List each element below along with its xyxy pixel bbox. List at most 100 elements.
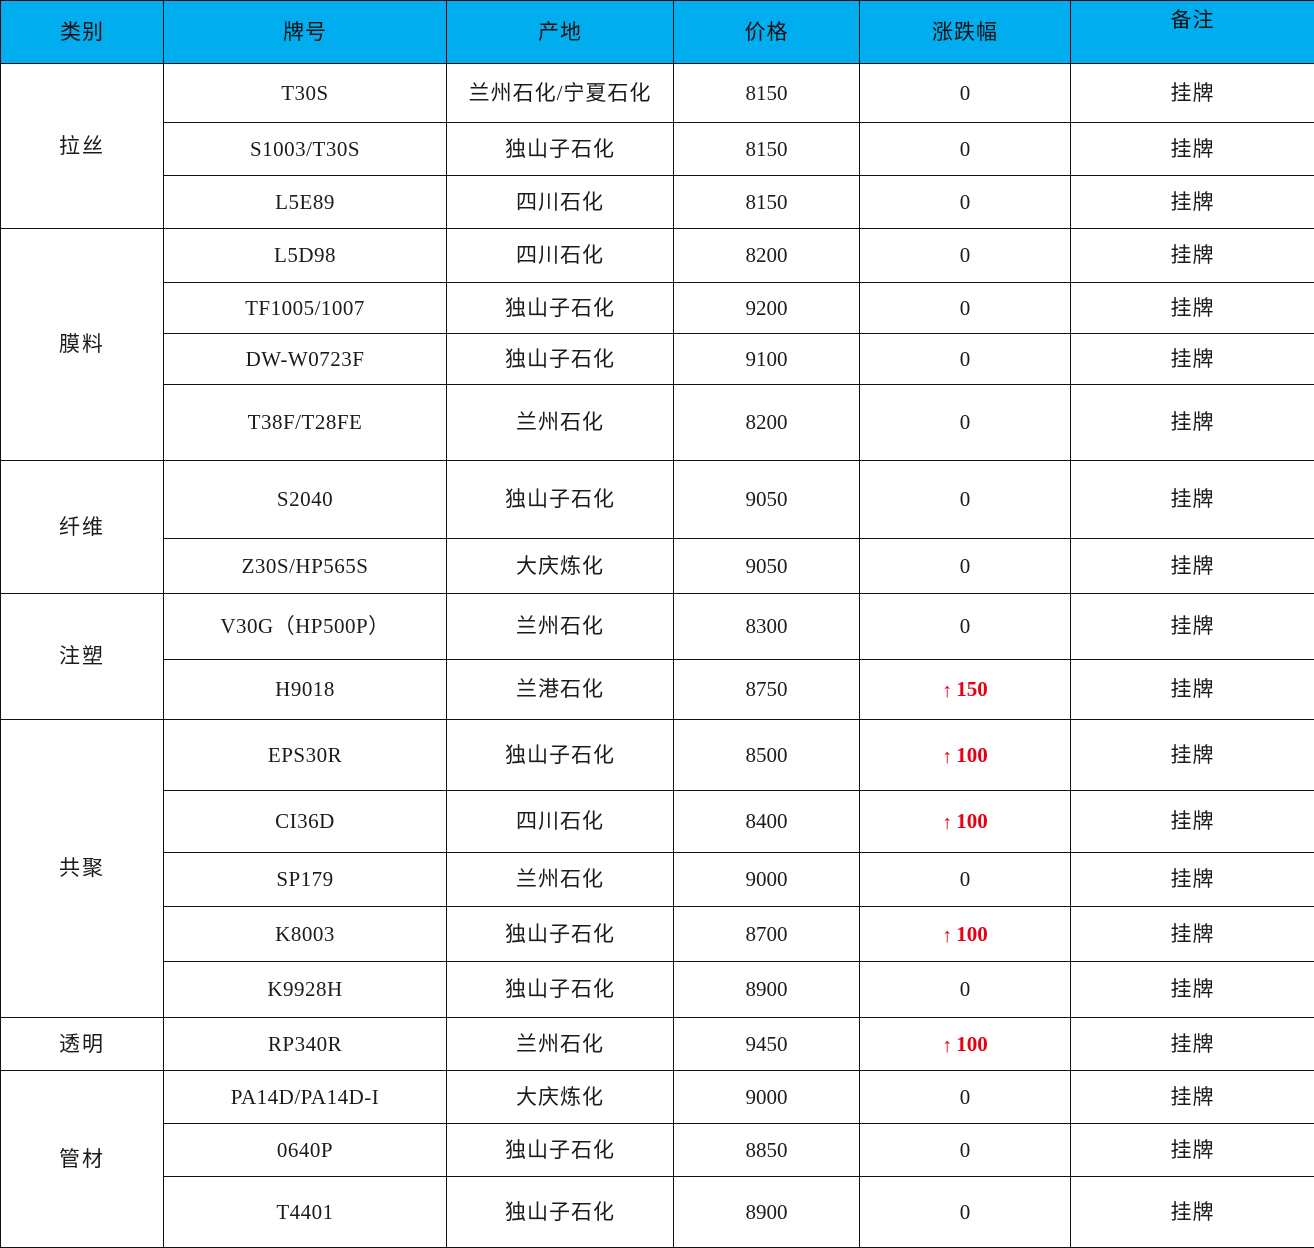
column-header-grade: 牌号: [163, 0, 447, 64]
table-row: 纤维 S2040 独山子石化 9050 0 挂牌: [0, 460, 1314, 594]
price-cell: 9050: [673, 460, 860, 539]
origin-cell: 独山子石化: [446, 961, 674, 1018]
remark-cell: 挂牌: [1070, 460, 1314, 539]
price-cell: 8900: [673, 961, 860, 1018]
grade-cell: SP179: [163, 852, 447, 907]
category-cell: 膜料: [0, 228, 164, 461]
origin-cell: 四川石化: [446, 228, 674, 283]
remark-cell: 挂牌: [1070, 538, 1314, 594]
table-row: DW-W0723F 独山子石化 9100 0 挂牌: [1, 333, 1314, 385]
column-header-origin: 产地: [446, 0, 674, 64]
change-cell: ↑ 100: [859, 1017, 1071, 1071]
price-cell: 8150: [673, 122, 860, 176]
grade-cell: PA14D/PA14D-I: [163, 1070, 447, 1124]
price-cell: 9050: [673, 538, 860, 594]
remark-cell: 挂牌: [1070, 1017, 1314, 1071]
table-row: K8003 独山子石化 8700 ↑ 100 挂牌: [1, 906, 1314, 962]
price-cell: 8300: [673, 593, 860, 660]
table-row: L5E89 四川石化 8150 0 挂牌: [1, 175, 1314, 229]
origin-cell: 兰州石化: [446, 1017, 674, 1071]
price-cell: 8850: [673, 1123, 860, 1177]
change-value: 100: [956, 921, 988, 946]
grade-cell: S1003/T30S: [163, 122, 447, 176]
remark-cell: 挂牌: [1070, 961, 1314, 1018]
change-cell: 0: [859, 63, 1071, 123]
table-row: 0640P 独山子石化 8850 0 挂牌: [1, 1123, 1314, 1177]
grade-cell: RP340R: [163, 1017, 447, 1071]
table-row: 拉丝 T30S 兰州石化/宁夏石化 8150 0 挂牌: [0, 63, 1314, 229]
change-cell: 0: [859, 384, 1071, 461]
remark-cell: 挂牌: [1070, 122, 1314, 176]
origin-cell: 大庆炼化: [446, 1070, 674, 1124]
origin-cell: 独山子石化: [446, 122, 674, 176]
price-cell: 9000: [673, 1070, 860, 1124]
category-cell: 管材: [0, 1070, 164, 1248]
price-cell: 8750: [673, 659, 860, 720]
origin-cell: 独山子石化: [446, 1123, 674, 1177]
grade-cell: S2040: [163, 460, 447, 539]
price-cell: 8900: [673, 1176, 860, 1248]
origin-cell: 独山子石化: [446, 460, 674, 539]
origin-cell: 四川石化: [446, 790, 674, 853]
change-cell: ↑ 100: [859, 906, 1071, 962]
remark-cell: 挂牌: [1070, 333, 1314, 385]
category-cell: 共聚: [0, 719, 164, 1018]
column-header-change: 涨跌幅: [859, 0, 1071, 64]
remark-cell: 挂牌: [1070, 593, 1314, 660]
change-cell: 0: [859, 175, 1071, 229]
grade-cell: 0640P: [163, 1123, 447, 1177]
remark-cell: 挂牌: [1070, 790, 1314, 853]
change-cell: 0: [859, 538, 1071, 594]
change-cell: 0: [859, 460, 1071, 539]
category-cell: 拉丝: [0, 63, 164, 229]
remark-cell: 挂牌: [1070, 1070, 1314, 1124]
price-cell: 9450: [673, 1017, 860, 1071]
change-cell: ↑ 150: [859, 659, 1071, 720]
price-cell: 8200: [673, 228, 860, 283]
grade-cell: L5D98: [163, 228, 447, 283]
table-row: K9928H 独山子石化 8900 0 挂牌: [1, 961, 1314, 1018]
change-cell: 0: [859, 1123, 1071, 1177]
change-cell: 0: [859, 333, 1071, 385]
table-row: T4401 独山子石化 8900 0 挂牌: [1, 1176, 1314, 1248]
category-cell: 注塑: [0, 593, 164, 720]
remark-cell: 挂牌: [1070, 1123, 1314, 1177]
table-row: T38F/T28FE 兰州石化 8200 0 挂牌: [1, 384, 1314, 461]
table-row: SP179 兰州石化 9000 0 挂牌: [1, 852, 1314, 907]
change-cell: 0: [859, 1070, 1071, 1124]
origin-cell: 兰州石化: [446, 852, 674, 907]
origin-cell: 兰港石化: [446, 659, 674, 720]
table-row: 透明 RP340R 兰州石化 9450 ↑ 100 挂牌: [0, 1017, 1314, 1071]
change-cell: 0: [859, 282, 1071, 334]
price-cell: 8400: [673, 790, 860, 853]
origin-cell: 独山子石化: [446, 282, 674, 334]
grade-cell: V30G（HP500P）: [163, 593, 447, 660]
change-value: 100: [956, 1031, 988, 1056]
column-header-category: 类别: [0, 0, 164, 64]
change-value: 150: [956, 677, 988, 702]
table-row: 共聚 EPS30R 独山子石化 8500 ↑ 100 挂牌: [0, 719, 1314, 1018]
remark-cell: 挂牌: [1070, 282, 1314, 334]
change-cell: 0: [859, 1176, 1071, 1248]
arrow-up-icon: ↑: [942, 745, 953, 768]
grade-cell: EPS30R: [163, 719, 447, 791]
arrow-up-icon: ↑: [942, 924, 953, 947]
origin-cell: 四川石化: [446, 175, 674, 229]
change-cell: 0: [859, 122, 1071, 176]
table-header: 类别 牌号 产地 价格 涨跌幅 备注: [0, 0, 1314, 64]
table-row: TF1005/1007 独山子石化 9200 0 挂牌: [1, 282, 1314, 334]
arrow-up-icon: ↑: [942, 812, 953, 835]
table-row: CI36D 四川石化 8400 ↑ 100 挂牌: [1, 790, 1314, 853]
remark-cell: 挂牌: [1070, 852, 1314, 907]
column-header-price: 价格: [673, 0, 860, 64]
price-cell: 9100: [673, 333, 860, 385]
change-cell: 0: [859, 852, 1071, 907]
change-cell: ↑ 100: [859, 719, 1071, 791]
category-cell: 透明: [0, 1017, 164, 1071]
change-value: 100: [956, 742, 988, 767]
price-cell: 8150: [673, 175, 860, 229]
grade-cell: Z30S/HP565S: [163, 538, 447, 594]
remark-cell: 挂牌: [1070, 906, 1314, 962]
